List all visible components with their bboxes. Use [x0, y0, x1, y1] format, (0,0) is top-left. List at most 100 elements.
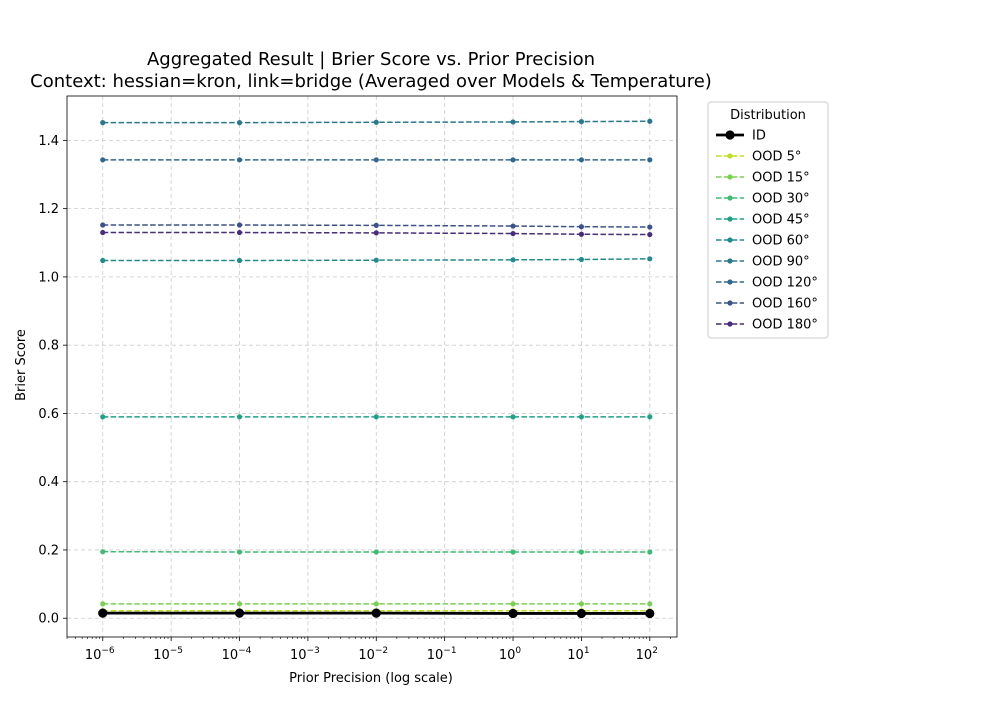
data-point [647, 601, 652, 606]
data-point [237, 120, 242, 125]
data-point [374, 157, 379, 162]
legend-title: Distribution [730, 108, 806, 123]
data-point [577, 609, 586, 618]
data-point [237, 549, 242, 554]
data-point [100, 601, 105, 606]
legend-swatch-marker [727, 195, 732, 200]
x-tick-base: 10 [636, 648, 653, 663]
legend-swatch-marker [727, 153, 732, 158]
x-tick-base: 10 [85, 648, 102, 663]
plot-frame [67, 96, 677, 637]
x-tick-base: 10 [153, 648, 170, 663]
x-tick-exponent: −5 [170, 646, 183, 656]
legend-entry-label: ID [752, 129, 766, 144]
legend-entry-label: OOD 15° [752, 171, 810, 186]
x-tick-exponent: −6 [101, 646, 115, 656]
data-point [508, 609, 517, 618]
legend-swatch-marker [727, 174, 732, 179]
legend-swatch-marker [727, 216, 732, 221]
data-point [372, 609, 381, 618]
data-point [100, 258, 105, 263]
data-point [510, 414, 515, 419]
x-tick-label: 10−5 [153, 646, 183, 663]
data-point [510, 231, 515, 236]
y-tick-label: 1.0 [38, 270, 59, 285]
data-point [579, 157, 584, 162]
data-point [579, 224, 584, 229]
data-point [579, 414, 584, 419]
data-point [374, 223, 379, 228]
x-tick-base: 10 [427, 648, 444, 663]
legend-entry-label: OOD 30° [752, 192, 810, 207]
data-point [374, 549, 379, 554]
data-point [647, 549, 652, 554]
data-point [645, 609, 654, 618]
data-point [647, 232, 652, 237]
data-point [100, 120, 105, 125]
data-point [237, 222, 242, 227]
x-tick-base: 10 [499, 648, 516, 663]
data-point [510, 601, 515, 606]
data-point [100, 157, 105, 162]
data-point [510, 549, 515, 554]
legend-entry-label: OOD 120° [752, 276, 818, 291]
x-tick-exponent: 0 [515, 646, 521, 656]
legend-entry-label: OOD 180° [752, 318, 818, 333]
data-point [647, 256, 652, 261]
x-tick-label: 10−4 [222, 646, 252, 663]
data-point [374, 601, 379, 606]
legend-swatch-marker [727, 237, 732, 242]
x-axis-label: Prior Precision (log scale) [289, 671, 453, 686]
x-tick-base: 10 [358, 648, 375, 663]
data-point [237, 601, 242, 606]
x-tick-exponent: −2 [375, 646, 388, 656]
x-tick-label: 10−2 [358, 646, 388, 663]
x-tick-exponent: −3 [307, 646, 320, 656]
data-point [100, 414, 105, 419]
x-tick-base: 10 [567, 648, 584, 663]
legend-entry-label: OOD 60° [752, 234, 810, 249]
legend: Distribution ID OOD 5° OOD 15° OOD 30° OOD 45… [708, 102, 828, 338]
x-tick-exponent: −1 [443, 646, 456, 656]
y-tick-label: 1.4 [38, 134, 59, 149]
data-point [510, 257, 515, 262]
data-point [579, 232, 584, 237]
data-point [237, 258, 242, 263]
data-point [579, 549, 584, 554]
chart-subtitle: Context: hessian=kron, link=bridge (Aver… [30, 71, 712, 92]
legend-swatch-marker [727, 279, 732, 284]
y-tick-label: 0.4 [38, 475, 59, 490]
chart-title: Aggregated Result | Brier Score vs. Prio… [147, 49, 595, 70]
x-tick-label: 10−6 [85, 646, 115, 663]
data-point [100, 222, 105, 227]
grid-layer [67, 96, 677, 637]
data-point [100, 230, 105, 235]
x-tick-exponent: −4 [238, 646, 252, 656]
data-point [647, 414, 652, 419]
data-point [237, 414, 242, 419]
data-point [579, 119, 584, 124]
legend-swatch-marker [727, 321, 732, 326]
legend-entry-label: OOD 5° [752, 150, 801, 165]
legend-entry-label: OOD 160° [752, 297, 818, 312]
x-tick-base: 10 [290, 648, 307, 663]
legend-entry-label: OOD 45° [752, 213, 810, 228]
data-point [647, 157, 652, 162]
data-point [647, 224, 652, 229]
series-layer [98, 119, 654, 618]
data-point [237, 230, 242, 235]
x-tick-label: 102 [636, 646, 658, 663]
data-point [235, 609, 244, 618]
data-point [374, 230, 379, 235]
data-point [98, 609, 107, 618]
x-tick-label: 101 [567, 646, 589, 663]
y-axis-label: Brier Score [14, 329, 29, 401]
data-point [579, 601, 584, 606]
data-point [237, 157, 242, 162]
x-tick-label: 10−1 [427, 646, 457, 663]
y-tick-label: 0.2 [38, 543, 59, 558]
data-point [100, 549, 105, 554]
x-tick-label: 10−3 [290, 646, 320, 663]
